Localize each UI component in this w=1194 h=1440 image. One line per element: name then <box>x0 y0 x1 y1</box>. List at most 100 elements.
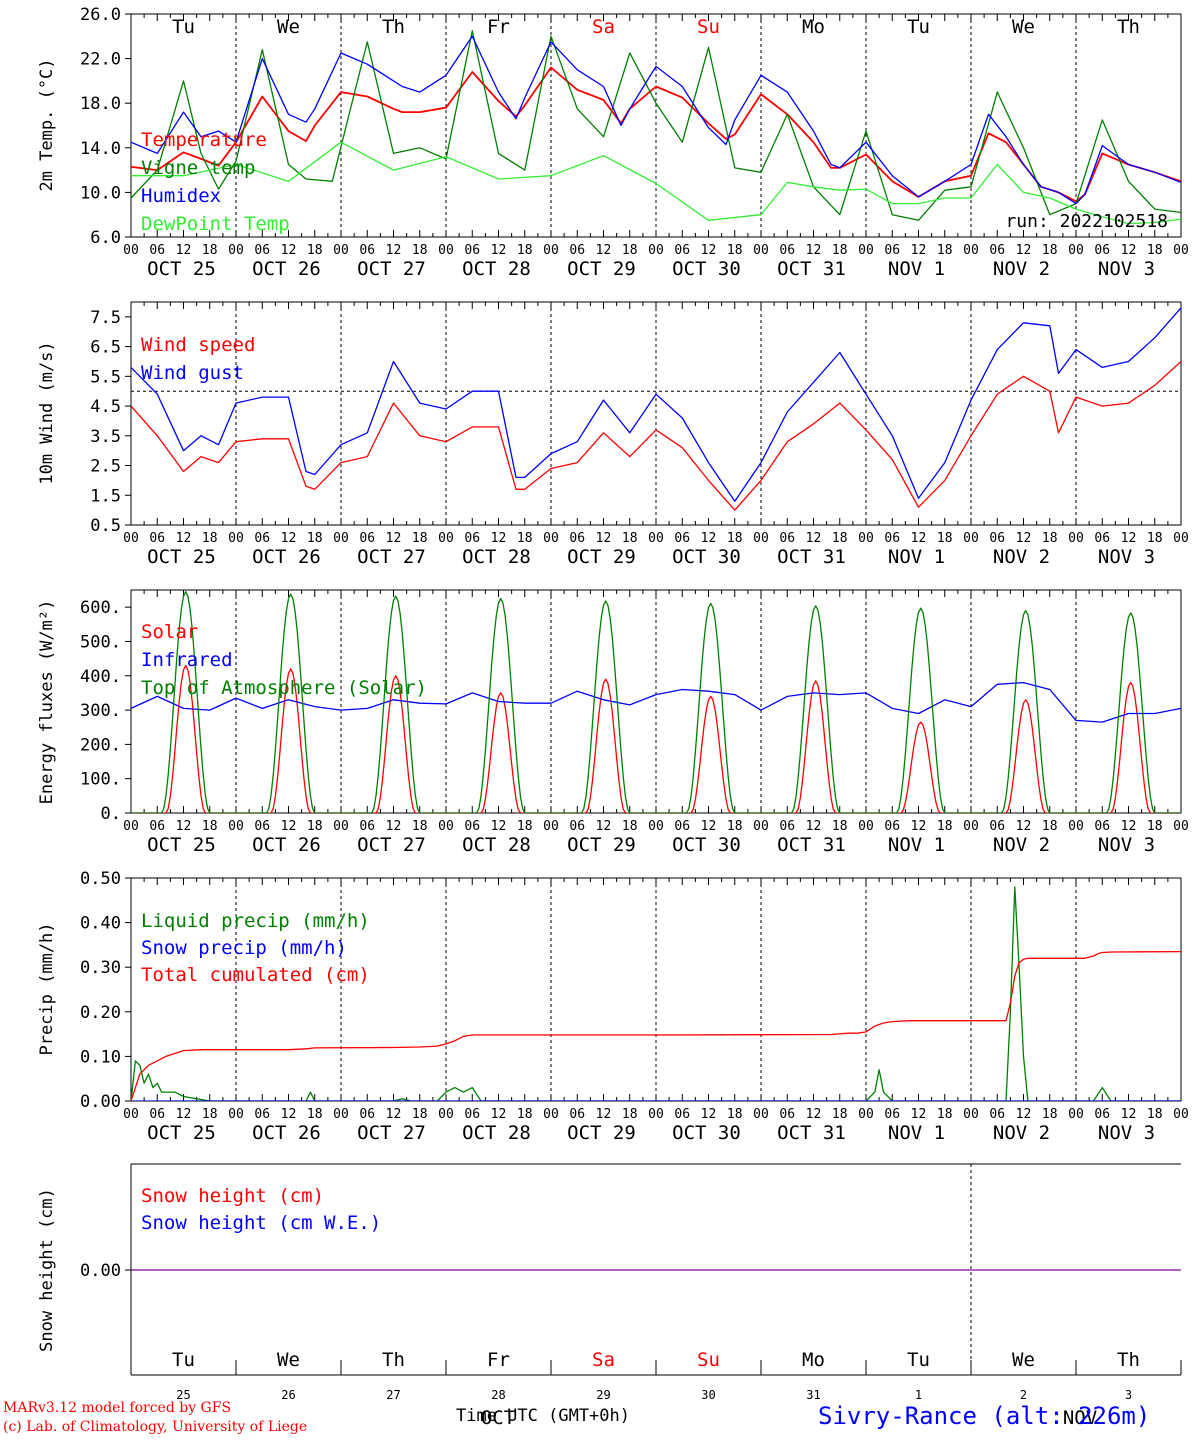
hour-tick-label: 18 <box>307 243 323 258</box>
hour-tick-label: 00 <box>1068 1107 1084 1122</box>
hour-tick-label: 18 <box>937 243 953 258</box>
hour-tick-label: 12 <box>806 1107 822 1122</box>
hour-tick-label: 18 <box>832 531 848 546</box>
weekday-label: Mo <box>802 16 825 38</box>
legend-entry: DewPoint Temp <box>141 213 290 235</box>
date-label: OCT 28 <box>462 258 531 280</box>
hour-tick-label: 00 <box>858 819 874 834</box>
hour-tick-label: 18 <box>1147 243 1163 258</box>
series-line-wind-speed <box>131 361 1181 511</box>
y-tick-label: 0.10 <box>80 1047 121 1067</box>
hour-tick-label: 12 <box>701 819 717 834</box>
hour-tick-label: 12 <box>176 1107 192 1122</box>
weekday-label: Su <box>697 16 720 38</box>
series-line-solar <box>131 664 1181 813</box>
hour-tick-label: 12 <box>806 819 822 834</box>
hour-tick-label: 12 <box>176 531 192 546</box>
date-label: NOV 3 <box>1098 546 1155 568</box>
hour-tick-label: 00 <box>438 1107 454 1122</box>
plot-frame <box>130 13 1182 238</box>
y-tick-label: 0.50 <box>80 869 121 889</box>
hour-tick-label: 12 <box>281 1107 297 1122</box>
date-label: OCT 26 <box>252 258 321 280</box>
panel-2: 0.5 1.5 2.5 3.5 4.5 5.5 6.5 7.5 10m Wind (m/s) 00… <box>37 301 1189 568</box>
hour-tick-label: 18 <box>1042 819 1058 834</box>
hour-tick-label: 18 <box>937 819 953 834</box>
date-label: OCT 29 <box>567 1122 636 1144</box>
y-tick-label: 14.0 <box>80 139 121 159</box>
hour-tick-label: 06 <box>989 1107 1005 1122</box>
hour-tick-label: 12 <box>1121 531 1137 546</box>
legend-entry: Temperature <box>141 129 267 151</box>
y-tick-label: 300. <box>80 701 121 721</box>
hour-tick-label: 06 <box>464 819 480 834</box>
hour-tick-label: 00 <box>543 531 559 546</box>
hour-tick-label: 06 <box>1094 531 1110 546</box>
model-line: MARv3.12 model forced by GFS <box>3 1400 232 1416</box>
station-name: Sivry-Rance (alt: 226m) <box>818 1402 1151 1430</box>
hour-tick-label: 00 <box>753 819 769 834</box>
y-tick-label: 0.00 <box>80 1092 121 1112</box>
lab-line: (c) Lab. of Climatology, University of L… <box>3 1419 308 1435</box>
hour-tick-label: 00 <box>123 1107 139 1122</box>
day-number-label: 3 <box>1125 1388 1132 1402</box>
legend-entry: Total cumulated (cm) <box>141 964 370 986</box>
hour-tick-label: 12 <box>701 1107 717 1122</box>
hour-tick-label: 00 <box>123 243 139 258</box>
weekday-label: We <box>277 16 300 38</box>
weekday-label: Th <box>382 16 405 38</box>
weekday-label: Sa <box>592 1349 615 1371</box>
y-tick-label: 7.5 <box>90 308 121 328</box>
hour-tick-label: 12 <box>911 819 927 834</box>
hour-tick-label: 00 <box>963 243 979 258</box>
y-tick-label: 18.0 <box>80 94 121 114</box>
hour-tick-label: 06 <box>884 531 900 546</box>
date-label: OCT 27 <box>357 258 426 280</box>
date-label: OCT 30 <box>672 1122 741 1144</box>
hour-tick-label: 06 <box>464 243 480 258</box>
hour-tick-label: 06 <box>569 531 585 546</box>
hour-tick-label: 12 <box>1121 243 1137 258</box>
day-number-label: 27 <box>386 1388 400 1402</box>
plot-area <box>131 307 1181 511</box>
y-tick-label: 26.0 <box>80 5 121 25</box>
series-line-wind-gust <box>131 307 1181 502</box>
date-label: OCT 31 <box>777 546 846 568</box>
y-axis-label: Energy fluxes (W/m²) <box>37 600 57 805</box>
hour-tick-label: 12 <box>1016 819 1032 834</box>
y-tick-label: 2.5 <box>90 457 121 477</box>
hour-tick-label: 18 <box>832 1107 848 1122</box>
panel-3: 0. 100. 200. 300. 400. 500. 600. Energy fluxes … <box>37 589 1189 856</box>
date-label: NOV 1 <box>888 258 945 280</box>
hour-tick-label: 12 <box>911 1107 927 1122</box>
date-label: NOV 1 <box>888 546 945 568</box>
date-label: NOV 3 <box>1098 1122 1155 1144</box>
hour-tick-label: 06 <box>569 819 585 834</box>
date-label: OCT 29 <box>567 258 636 280</box>
hour-tick-label: 00 <box>753 1107 769 1122</box>
hour-tick-label: 00 <box>753 531 769 546</box>
hour-tick-label: 18 <box>832 243 848 258</box>
hour-tick-label: 00 <box>228 531 244 546</box>
weekday-label: Fr <box>487 1349 510 1371</box>
date-label: OCT 26 <box>252 546 321 568</box>
hour-tick-label: 12 <box>1016 531 1032 546</box>
y-axis-label: 2m Temp. (°C) <box>37 58 57 191</box>
hour-tick-label: 06 <box>884 243 900 258</box>
date-label: NOV 2 <box>993 258 1050 280</box>
date-label: OCT 30 <box>672 834 741 856</box>
hour-tick-label: 06 <box>569 243 585 258</box>
hour-tick-label: 06 <box>989 531 1005 546</box>
hour-tick-label: 00 <box>123 531 139 546</box>
hour-tick-label: 06 <box>149 531 165 546</box>
y-tick-label: 6.5 <box>90 338 121 358</box>
hour-tick-label: 12 <box>1016 1107 1032 1122</box>
date-label: OCT 28 <box>462 834 531 856</box>
hour-tick-label: 12 <box>491 1107 507 1122</box>
legend-entry: Liquid precip (mm/h) <box>141 910 370 932</box>
bottom-axis: Tu 25 We 26 Th 27 Fr 28 Sa 29 Su 30 Mo 31 Tu 1 We 2 Th 3 OCT… <box>130 1349 1182 1429</box>
legend-entry: Wind gust <box>141 362 244 384</box>
series-line-infrared <box>131 681 1181 723</box>
hour-tick-label: 06 <box>569 1107 585 1122</box>
hour-tick-label: 18 <box>727 1107 743 1122</box>
